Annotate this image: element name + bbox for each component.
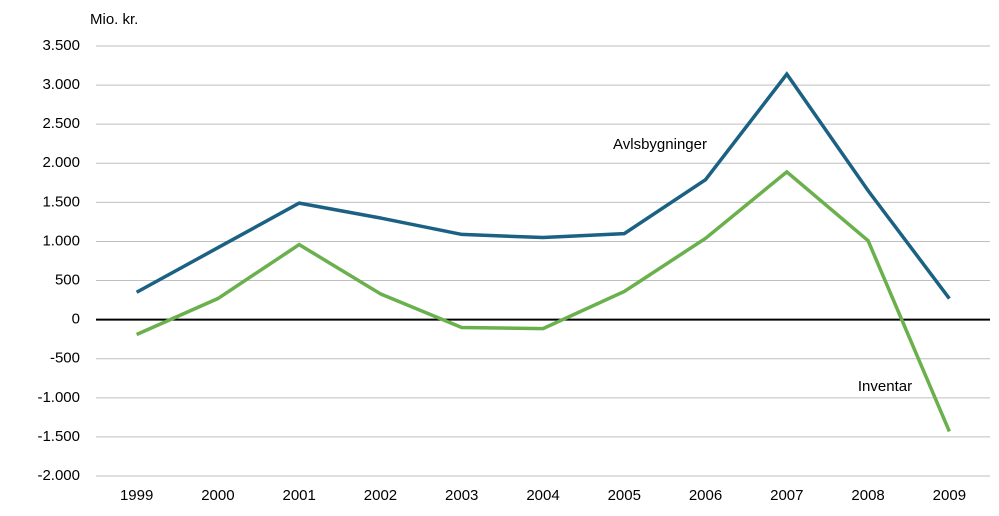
x-tick-label: 2000 [201, 487, 234, 504]
y-tick-label: -500 [50, 350, 80, 367]
series-label: Inventar [858, 378, 912, 395]
x-tick-label: 2003 [445, 487, 478, 504]
x-tick-label: 1999 [120, 487, 153, 504]
y-tick-label: 2.500 [42, 115, 80, 132]
y-tick-label: -1.000 [37, 389, 80, 406]
y-tick-label: 1.000 [42, 232, 80, 249]
y-tick-label: 500 [55, 272, 80, 289]
line-series [135, 71, 951, 300]
y-tick-label: -1.500 [37, 428, 80, 445]
y-tick-label: 1.500 [42, 193, 80, 210]
x-tick-label: 2002 [364, 487, 397, 504]
x-tick-label: 2001 [282, 487, 315, 504]
y-tick-label: 0 [72, 311, 80, 328]
x-tick-label: 2008 [851, 487, 884, 504]
x-tick-label: 2004 [526, 487, 559, 504]
y-tick-label: 2.000 [42, 154, 80, 171]
series-label: Avlsbygninger [613, 136, 707, 153]
x-tick-label: 2005 [608, 487, 641, 504]
x-tick-label: 2006 [689, 487, 722, 504]
x-tick-label: 2009 [933, 487, 966, 504]
y-axis-label: Mio. kr. [90, 11, 138, 28]
y-tick-label: -2.000 [37, 467, 80, 484]
y-tick-label: 3.500 [42, 37, 80, 54]
y-tick-label: 3.000 [42, 76, 80, 93]
line-series [135, 169, 951, 433]
x-tick-label: 2007 [770, 487, 803, 504]
